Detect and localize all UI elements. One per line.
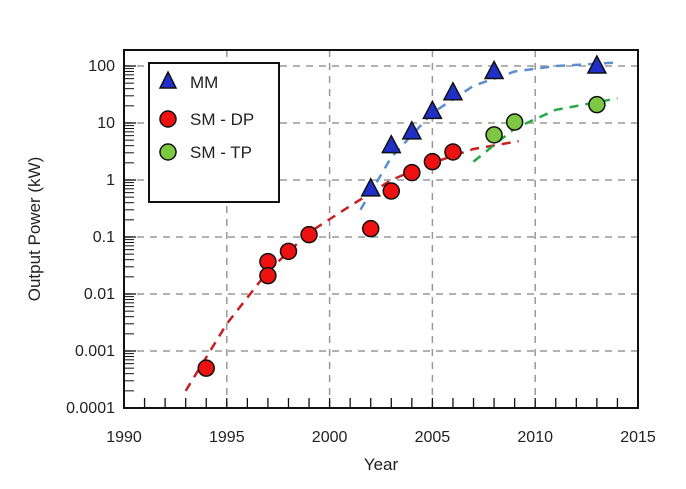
tick-labels: 1990 1995 2000 2005 2010 2015 0.0001 0.001 0.01 0… xyxy=(66,58,656,446)
legend-marker-sm-tp xyxy=(159,143,177,161)
data-point-circle xyxy=(300,225,318,244)
data-point-circle xyxy=(485,126,503,144)
data-point-triangle xyxy=(586,54,608,74)
data-point-circle xyxy=(423,152,442,171)
data-point-circle xyxy=(588,95,606,114)
trend-line-2 xyxy=(472,97,618,163)
data-point-triangle xyxy=(401,120,423,140)
x-tick-label: 1995 xyxy=(209,429,245,446)
legend: MM SM - DP SM - TP xyxy=(148,62,280,203)
y-tick-label: 1 xyxy=(106,172,115,189)
data-point-circle xyxy=(259,266,277,285)
data-point-circle xyxy=(505,113,524,131)
data-point-triangle xyxy=(483,59,505,80)
data-point-circle xyxy=(279,242,298,261)
y-tick-label: 100 xyxy=(88,58,115,75)
data-points xyxy=(197,54,608,377)
legend-marker-sm-dp xyxy=(159,110,177,128)
data-point-circle xyxy=(197,359,215,377)
x-tick-label: 2000 xyxy=(312,429,348,446)
data-point-triangle xyxy=(381,134,402,154)
y-tick-label: 10 xyxy=(97,115,115,132)
y-tick-label: 0.0001 xyxy=(66,400,115,417)
data-point-triangle xyxy=(360,177,381,197)
plot-frame xyxy=(123,49,639,409)
legend-label-sm-tp: SM - TP xyxy=(190,143,252,162)
legend-label-sm-dp: SM - DP xyxy=(190,110,254,129)
y-tick-label: 0.01 xyxy=(84,286,115,303)
x-axis-label: Year xyxy=(364,455,399,474)
y-tick-label: 0.1 xyxy=(93,229,115,246)
data-point-triangle xyxy=(422,99,443,120)
data-point-circle xyxy=(382,182,401,200)
y-axis-label: Output Power (kW) xyxy=(25,157,44,302)
x-tick-label: 1990 xyxy=(106,429,142,446)
data-point-circle xyxy=(403,163,421,182)
data-point-triangle xyxy=(442,81,464,101)
x-tick-label: 2010 xyxy=(517,429,553,446)
x-tick-label: 2015 xyxy=(620,429,656,446)
y-tick-label: 0.001 xyxy=(75,343,115,360)
axis-ticks xyxy=(124,65,619,409)
data-point-circle xyxy=(444,143,462,161)
x-tick-label: 2005 xyxy=(415,429,451,446)
data-point-circle xyxy=(361,219,380,238)
legend-label-mm: MM xyxy=(190,73,218,92)
legend-marker-mm xyxy=(158,70,178,89)
